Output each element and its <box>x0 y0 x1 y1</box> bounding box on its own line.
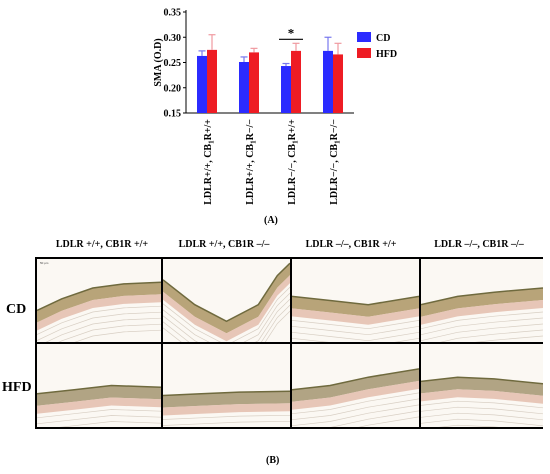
sma-bar-chart: 0.15 0.20 0.25 0.30 0.35 SMA (O.D) LDLR+/+, CB… <box>153 8 397 205</box>
tissue-section-image <box>37 384 161 427</box>
tissue-section-image <box>292 368 419 427</box>
histology-cell-cd-3 <box>292 259 419 342</box>
row-header-hfd: HFD <box>2 380 32 395</box>
tissue-section-image <box>163 390 290 427</box>
legend-label-hfd: HFD <box>376 49 397 60</box>
column-header-3: LDLR –/–, CB1R +/+ <box>305 239 397 250</box>
column-header-2: LDLR +/+, CB1R –/– <box>178 239 270 250</box>
bar-hfd-2 <box>291 50 301 113</box>
scale-bar-label: 50 µm <box>40 261 49 265</box>
histology-image-grid: 50 µm <box>35 257 543 429</box>
panel-a-label: (A) <box>264 215 278 226</box>
bar-cd-0 <box>197 55 207 113</box>
histology-cell-hfd-1 <box>37 344 161 427</box>
y-tick-label-4: 0.35 <box>164 8 182 19</box>
legend-swatch-hfd <box>357 48 371 58</box>
tissue-section-image <box>292 295 419 342</box>
bar-cd-2 <box>281 66 291 113</box>
y-tick-label-0: 0.15 <box>164 109 182 120</box>
column-header-4: LDLR –/–, CB1R –/– <box>434 239 524 250</box>
tissue-section-image <box>37 281 161 342</box>
bar-cd-1 <box>239 61 249 113</box>
bar-hfd-1 <box>249 52 259 113</box>
significance-star-0: * <box>288 25 295 40</box>
y-axis-title: SMA (O.D) <box>153 38 164 86</box>
tissue-section-image <box>421 376 543 427</box>
bar-cd-3 <box>323 50 333 113</box>
histology-cell-hfd-4 <box>421 344 543 427</box>
y-tick-label-3: 0.30 <box>164 33 182 44</box>
y-tick-label-2: 0.25 <box>164 58 182 69</box>
y-tick-label-1: 0.20 <box>164 83 182 94</box>
histology-cell-cd-1: 50 µm <box>37 259 161 342</box>
bar-hfd-0 <box>207 49 217 113</box>
histology-cell-cd-4 <box>421 259 543 342</box>
histology-cell-hfd-3 <box>292 344 419 427</box>
tissue-section-image <box>421 287 543 342</box>
column-header-1: LDLR +/+, CB1R +/+ <box>55 239 149 250</box>
legend-swatch-cd <box>357 32 371 42</box>
bar-hfd-3 <box>333 54 343 113</box>
row-header-cd: CD <box>6 302 27 317</box>
legend-label-cd: CD <box>376 33 390 44</box>
x-tick-label-0: LDLR+/+, CB1R+/+ <box>203 119 216 205</box>
x-tick-label-2: LDLR−/−, CB1R+/+ <box>287 119 300 205</box>
x-tick-label-1: LDLR+/+, CB1R−/− <box>245 119 258 205</box>
tissue-section-image <box>163 262 290 342</box>
histology-cell-cd-2 <box>163 259 290 342</box>
histology-cell-hfd-2 <box>163 344 290 427</box>
panel-b-label: (B) <box>266 455 280 466</box>
x-tick-label-3: LDLR−/−, CB1R−/− <box>329 119 342 205</box>
